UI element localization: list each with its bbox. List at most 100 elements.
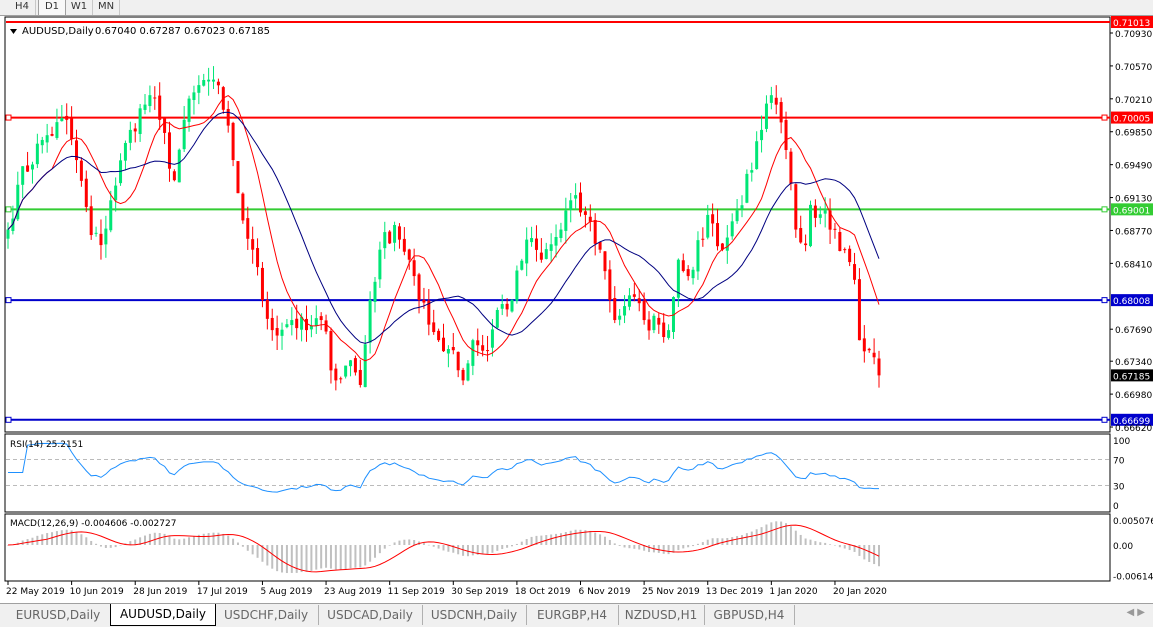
macd-histogram-bar — [466, 545, 469, 557]
timeframe-w1[interactable]: W1 — [66, 0, 93, 15]
candle — [99, 219, 103, 260]
tab-scroll-arrows-icon[interactable]: ◀ ▶ — [1126, 607, 1145, 618]
candle — [251, 226, 255, 264]
timeframe-d1[interactable]: D1 — [38, 0, 66, 16]
candle-body — [848, 248, 852, 263]
macd-histogram-bar — [530, 536, 533, 545]
macd-histogram-bar — [520, 541, 523, 545]
candle-body — [241, 193, 245, 221]
candle-body — [99, 233, 103, 246]
candle-body — [89, 206, 93, 236]
candle-body — [706, 214, 710, 238]
macd-axis-label: -0.006148 — [1113, 572, 1153, 582]
candle — [745, 169, 749, 204]
chart-tab[interactable]: NZDUSD,H1 — [618, 605, 705, 625]
candle — [691, 266, 695, 285]
timeframe-toolbar: H4 D1 W1 MN — [0, 0, 1153, 16]
macd-histogram-bar — [339, 545, 342, 570]
candle-body — [285, 324, 289, 328]
candle — [148, 85, 152, 113]
macd-histogram-bar — [232, 538, 235, 545]
candle-body — [676, 259, 680, 298]
collapse-triangle-icon[interactable] — [10, 29, 17, 34]
chart-tab[interactable]: AUDUSD,Daily — [110, 604, 216, 626]
candle-body — [642, 300, 646, 321]
macd-histogram-bar — [290, 545, 293, 573]
candle-body — [784, 120, 788, 151]
candle — [525, 227, 529, 277]
candle-body — [554, 236, 558, 246]
candle — [114, 177, 118, 212]
macd-histogram-bar — [192, 536, 195, 545]
candle — [652, 313, 656, 334]
macd-histogram-bar — [315, 545, 318, 570]
rsi-axis-label: 30 — [1113, 483, 1125, 493]
candle — [16, 171, 20, 222]
line-handle-icon — [1101, 297, 1108, 304]
candle-body — [231, 122, 235, 161]
candle-body — [6, 229, 10, 239]
current-price-label: 0.67185 — [1113, 372, 1150, 382]
candle-body — [295, 318, 299, 329]
candle-body — [559, 229, 563, 238]
candle-body — [172, 171, 176, 181]
date-axis-label: 30 Sep 2019 — [451, 587, 508, 597]
candle-body — [407, 249, 411, 260]
macd-histogram-bar — [775, 521, 778, 545]
timeframe-h4[interactable]: H4 — [9, 0, 36, 15]
candle — [202, 73, 206, 87]
macd-histogram-bar — [682, 545, 685, 549]
candle-body — [84, 178, 88, 207]
chart-tab[interactable]: EURGBP,H4 — [526, 605, 619, 625]
candle-body — [158, 95, 162, 120]
candle-body — [265, 299, 269, 319]
candle — [559, 222, 563, 243]
chart-window[interactable]: 0.71013 0.70005 0.69001 0.68008 0.66699 100 7… — [0, 0, 1153, 603]
candle-body — [388, 231, 392, 244]
candle — [30, 161, 34, 184]
macd-histogram-bar — [833, 545, 836, 546]
macd-histogram-bar — [422, 542, 425, 545]
macd-histogram-bar — [770, 522, 773, 545]
macd-histogram-bar — [452, 545, 455, 553]
macd-histogram-bar — [662, 545, 665, 554]
candle — [246, 206, 250, 250]
macd-histogram-bar — [457, 545, 460, 555]
macd-histogram-bar — [408, 539, 411, 545]
candle-body — [813, 205, 817, 218]
candle-body — [598, 241, 602, 250]
candle — [735, 198, 739, 224]
candle-body — [530, 238, 534, 243]
line-handle-icon — [5, 114, 12, 121]
candle — [598, 241, 602, 254]
price-label: 0.69001 — [1113, 206, 1150, 216]
candle — [456, 351, 460, 378]
candle-body — [618, 315, 622, 320]
candle-body — [143, 104, 147, 110]
macd-histogram-bar — [432, 545, 435, 547]
timeframe-mn[interactable]: MN — [93, 0, 120, 15]
candle-body — [153, 97, 157, 99]
candle — [618, 308, 622, 326]
candle-body — [422, 299, 426, 303]
chart-tab[interactable]: USDCNH,Daily — [422, 605, 527, 625]
macd-histogram-bar — [383, 545, 386, 549]
macd-histogram-bar — [99, 545, 102, 547]
candle — [329, 327, 333, 384]
candle — [495, 307, 499, 329]
candle-body — [471, 340, 475, 366]
candle — [417, 272, 421, 314]
candle — [804, 234, 808, 252]
chart-tab[interactable]: GBPUSD,H4 — [704, 605, 795, 625]
candle — [236, 161, 240, 194]
candle-body — [843, 249, 847, 251]
chart-tab[interactable]: USDCHF,Daily — [214, 605, 319, 625]
candle-body — [123, 142, 127, 161]
date-axis-label: 11 Sep 2019 — [388, 587, 445, 597]
rsi-line — [8, 442, 880, 493]
chart-tab[interactable]: USDCAD,Daily — [318, 605, 423, 625]
chart-tab[interactable]: EURUSD,Daily — [6, 605, 111, 625]
line-handle-icon — [1101, 206, 1108, 213]
candle-body — [564, 210, 568, 231]
candle — [500, 294, 504, 316]
